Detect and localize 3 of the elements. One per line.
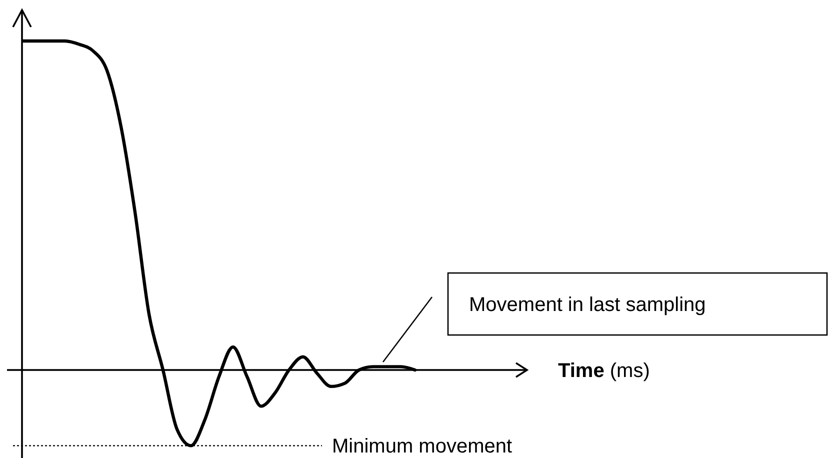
ref-line-label: Minimum movement [332,436,512,458]
text: Movement in last sampling [469,294,706,316]
text: Time (ms) [558,360,650,382]
